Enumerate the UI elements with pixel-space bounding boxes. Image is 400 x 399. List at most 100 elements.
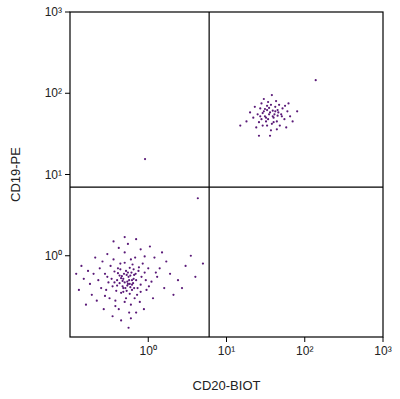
event-dot: [163, 287, 165, 289]
event-dot: [129, 267, 131, 269]
event-dot: [274, 106, 276, 108]
event-dot: [118, 274, 120, 276]
event-dot: [117, 272, 119, 274]
event-dot: [127, 327, 129, 329]
event-dot: [130, 258, 132, 260]
event-dot: [136, 294, 138, 296]
event-dot: [116, 279, 118, 281]
event-dot: [134, 256, 136, 258]
event-dot: [94, 256, 96, 258]
event-dot: [165, 260, 167, 262]
event-dot: [128, 311, 130, 313]
event-dot: [113, 270, 115, 272]
event-dot: [135, 238, 137, 240]
event-dot: [111, 315, 113, 317]
event-dot: [122, 278, 124, 280]
event-dot: [92, 273, 94, 275]
event-dot: [172, 294, 174, 296]
event-dot: [99, 267, 101, 269]
event-dot: [140, 248, 142, 250]
y-tick-label: 10²: [45, 86, 62, 100]
event-dot: [133, 287, 135, 289]
event-dot: [270, 129, 272, 131]
event-dot: [283, 118, 285, 120]
event-dot: [266, 124, 268, 126]
event-dot: [87, 270, 89, 272]
y-tick-label: 10¹: [45, 168, 62, 182]
event-dot: [120, 292, 122, 294]
event-dot: [129, 293, 131, 295]
event-dot: [267, 118, 269, 120]
event-dot: [120, 319, 122, 321]
event-dot: [109, 265, 111, 267]
event-dot: [113, 281, 115, 283]
event-dot: [104, 273, 106, 275]
event-dot: [194, 276, 196, 278]
event-dot: [106, 276, 108, 278]
event-dot: [258, 121, 260, 123]
event-dot: [269, 135, 271, 137]
event-dot: [263, 98, 265, 100]
event-dot: [124, 262, 126, 264]
event-dot: [144, 158, 146, 160]
event-dot: [121, 275, 123, 277]
event-dot: [140, 291, 142, 293]
event-dot: [129, 286, 131, 288]
event-dot: [104, 295, 106, 297]
gate-vertical: [209, 12, 210, 337]
event-dot: [124, 287, 126, 289]
event-dot: [126, 290, 128, 292]
x-tick-label: 10²: [296, 344, 313, 358]
event-dot: [145, 279, 147, 281]
event-dot: [89, 283, 91, 285]
event-dot: [100, 287, 102, 289]
chart: 10⁰10¹10²10³10⁰10¹10²10³CD20-BIOTCD19-PE: [0, 0, 400, 399]
event-dot: [114, 305, 116, 307]
event-dot: [129, 274, 131, 276]
event-dot: [135, 273, 137, 275]
event-dot: [120, 277, 122, 279]
event-dot: [268, 107, 270, 109]
event-dot: [148, 285, 150, 287]
event-dot: [118, 308, 120, 310]
event-dot: [144, 255, 146, 257]
event-dot: [140, 276, 142, 278]
event-dot: [124, 281, 126, 283]
event-dot: [97, 279, 99, 281]
event-dot: [117, 267, 119, 269]
event-dot: [105, 289, 107, 291]
event-dot: [143, 308, 145, 310]
event-dot: [264, 108, 266, 110]
x-tick: [383, 337, 384, 342]
event-dot: [91, 294, 93, 296]
event-dot: [138, 266, 140, 268]
event-dot: [271, 94, 273, 96]
event-dot: [149, 245, 151, 247]
event-dot: [271, 123, 273, 125]
event-dot: [130, 304, 132, 306]
event-dot: [265, 117, 267, 119]
event-dot: [161, 251, 163, 253]
x-tick-label: 10⁰: [140, 344, 157, 358]
event-dot: [252, 117, 254, 119]
event-dot: [131, 289, 133, 291]
event-dot: [259, 115, 261, 117]
event-dot: [107, 281, 109, 283]
event-dot: [101, 260, 103, 262]
event-dot: [124, 236, 126, 238]
plot-frame: [70, 12, 383, 337]
event-dot: [284, 105, 286, 107]
event-dot: [134, 297, 136, 299]
event-dot: [121, 280, 123, 282]
event-dot: [289, 115, 291, 117]
event-dot: [112, 240, 114, 242]
event-dot: [123, 273, 125, 275]
event-dot: [202, 263, 204, 265]
y-tick: [65, 255, 70, 256]
event-dot: [112, 258, 114, 260]
event-dot: [129, 283, 131, 285]
event-dot: [292, 120, 294, 122]
event-dot: [277, 109, 279, 111]
event-dot: [277, 111, 279, 113]
event-dot: [255, 126, 257, 128]
